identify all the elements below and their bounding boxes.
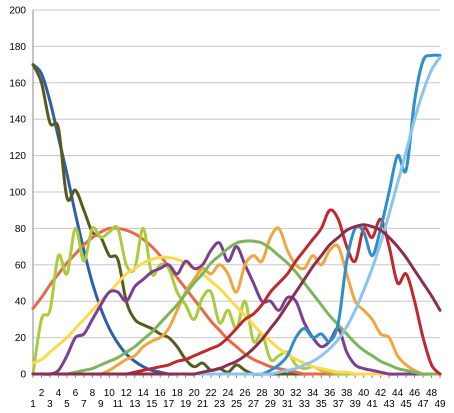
x-tick-label: 28 [256, 388, 268, 399]
x-tick-label: 23 [214, 399, 226, 410]
x-tick-label: 41 [367, 399, 379, 410]
x-tick-label: 14 [138, 388, 150, 399]
y-tick-label: 80 [15, 224, 27, 235]
y-tick-label: 140 [9, 115, 26, 126]
x-tick-labels: 1234567891011121314151617181920212223242… [30, 388, 446, 410]
x-tick-label: 1 [30, 399, 36, 410]
x-tick-label: 3 [47, 399, 53, 410]
x-tick-label: 42 [375, 388, 387, 399]
x-tick-label: 27 [248, 399, 260, 410]
x-tick-label: 40 [358, 388, 370, 399]
x-tick-label: 45 [401, 399, 413, 410]
x-tick-label: 9 [98, 399, 104, 410]
y-tick-label: 100 [9, 188, 26, 199]
x-tick-label: 8 [90, 388, 96, 399]
x-tick-label: 10 [104, 388, 116, 399]
x-tick-label: 6 [73, 388, 79, 399]
series-line-6 [31, 241, 442, 376]
x-tick-label: 24 [222, 388, 234, 399]
x-tick-label: 2 [39, 388, 45, 399]
y-tick-label: 40 [15, 297, 27, 308]
y-tick-label: 180 [9, 42, 26, 53]
x-tick-label: 17 [163, 399, 175, 410]
x-tick-label: 20 [189, 388, 201, 399]
x-tick-label: 46 [409, 388, 421, 399]
x-tick-label: 5 [64, 399, 70, 410]
x-tick-label: 37 [333, 399, 345, 410]
x-tick-label: 29 [265, 399, 277, 410]
y-tick-label: 160 [9, 78, 26, 89]
series-line-12 [31, 223, 442, 376]
series-line-5 [31, 255, 442, 376]
x-tick-label: 34 [307, 388, 319, 399]
x-tick-label: 32 [290, 388, 302, 399]
x-tick-label: 49 [434, 399, 446, 410]
x-tick-label: 30 [273, 388, 285, 399]
x-tick-label: 48 [426, 388, 438, 399]
series-line-8 [31, 239, 442, 376]
y-tick-label: 0 [20, 370, 26, 381]
x-tick-label: 35 [316, 399, 328, 410]
x-tick-label: 39 [350, 399, 362, 410]
x-tick-label: 4 [56, 388, 62, 399]
y-tick-label: 200 [9, 6, 26, 17]
x-tick-label: 19 [180, 399, 192, 410]
x-tick-label: 38 [341, 388, 353, 399]
axes [32, 10, 441, 378]
x-tick-label: 33 [299, 399, 311, 410]
x-tick-label: 47 [417, 399, 429, 410]
y-tick-label: 20 [15, 333, 27, 344]
x-tick-label: 31 [282, 399, 294, 410]
x-tick-label: 16 [155, 388, 167, 399]
y-tick-label: 120 [9, 151, 26, 162]
x-tick-label: 7 [81, 399, 87, 410]
x-tick-label: 44 [392, 388, 404, 399]
y-tick-label: 60 [15, 260, 27, 271]
y-tick-labels: 0 20 40 60 80 100 120 140 160 180 200 [9, 6, 26, 381]
x-tick-label: 36 [324, 388, 336, 399]
x-tick-label: 13 [129, 399, 141, 410]
x-tick-label: 43 [384, 399, 396, 410]
x-tick-label: 12 [121, 388, 133, 399]
x-tick-label: 21 [197, 399, 209, 410]
x-tick-label: 25 [231, 399, 243, 410]
x-tick-label: 26 [239, 388, 251, 399]
x-tick-label: 15 [146, 399, 158, 410]
x-tick-label: 22 [206, 388, 218, 399]
x-tick-label: 11 [113, 399, 124, 410]
x-tick-label: 18 [172, 388, 184, 399]
series-lines [31, 53, 442, 376]
